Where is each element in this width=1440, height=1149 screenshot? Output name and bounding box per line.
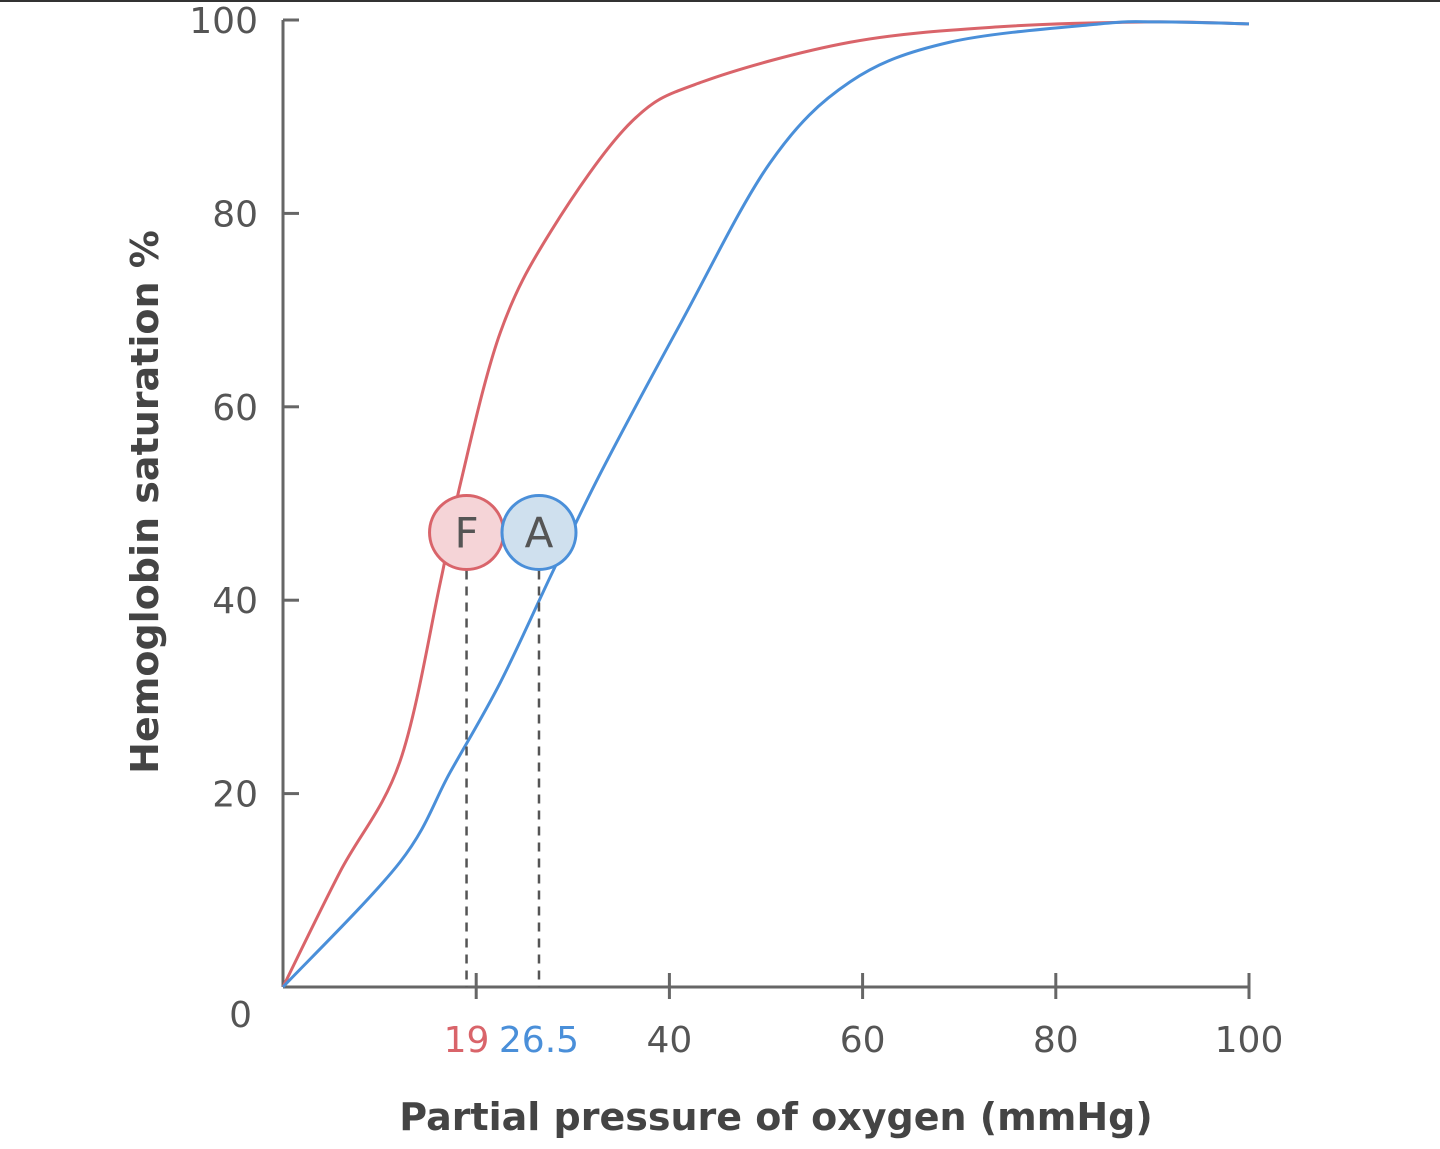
y-tick-label: 20 [212,775,258,816]
y-axis-title: Hemoglobin saturation % [123,230,167,774]
y-tick-label: 40 [212,581,258,622]
marker-label-A: A [525,509,554,558]
curves [281,20,1250,989]
y-tick-label: 100 [189,2,258,42]
curve-A [281,20,1250,989]
marker-circle-A [500,494,578,572]
y-tick-label: 0 [229,995,252,1036]
p50-label-A: 26.5 [499,1020,579,1061]
x-axis-title: Partial pressure of oxygen (mmHg) [399,1095,1153,1139]
x-tick-label: 60 [840,1020,886,1061]
p50-label-F: 19 [444,1020,490,1061]
curve-F [281,20,1250,988]
markers: F 19 A 26.5 [428,494,579,1061]
x-tick-label: 40 [646,1020,692,1061]
marker-label-F: F [454,509,478,558]
y-tick-label: 80 [212,194,258,235]
y-tick-label: 60 [212,388,258,429]
axes: 0 20 40 60 80 100 40 60 80 100 [189,2,1283,1061]
x-tick-label: 100 [1215,1020,1284,1061]
x-tick-label: 80 [1033,1020,1079,1061]
